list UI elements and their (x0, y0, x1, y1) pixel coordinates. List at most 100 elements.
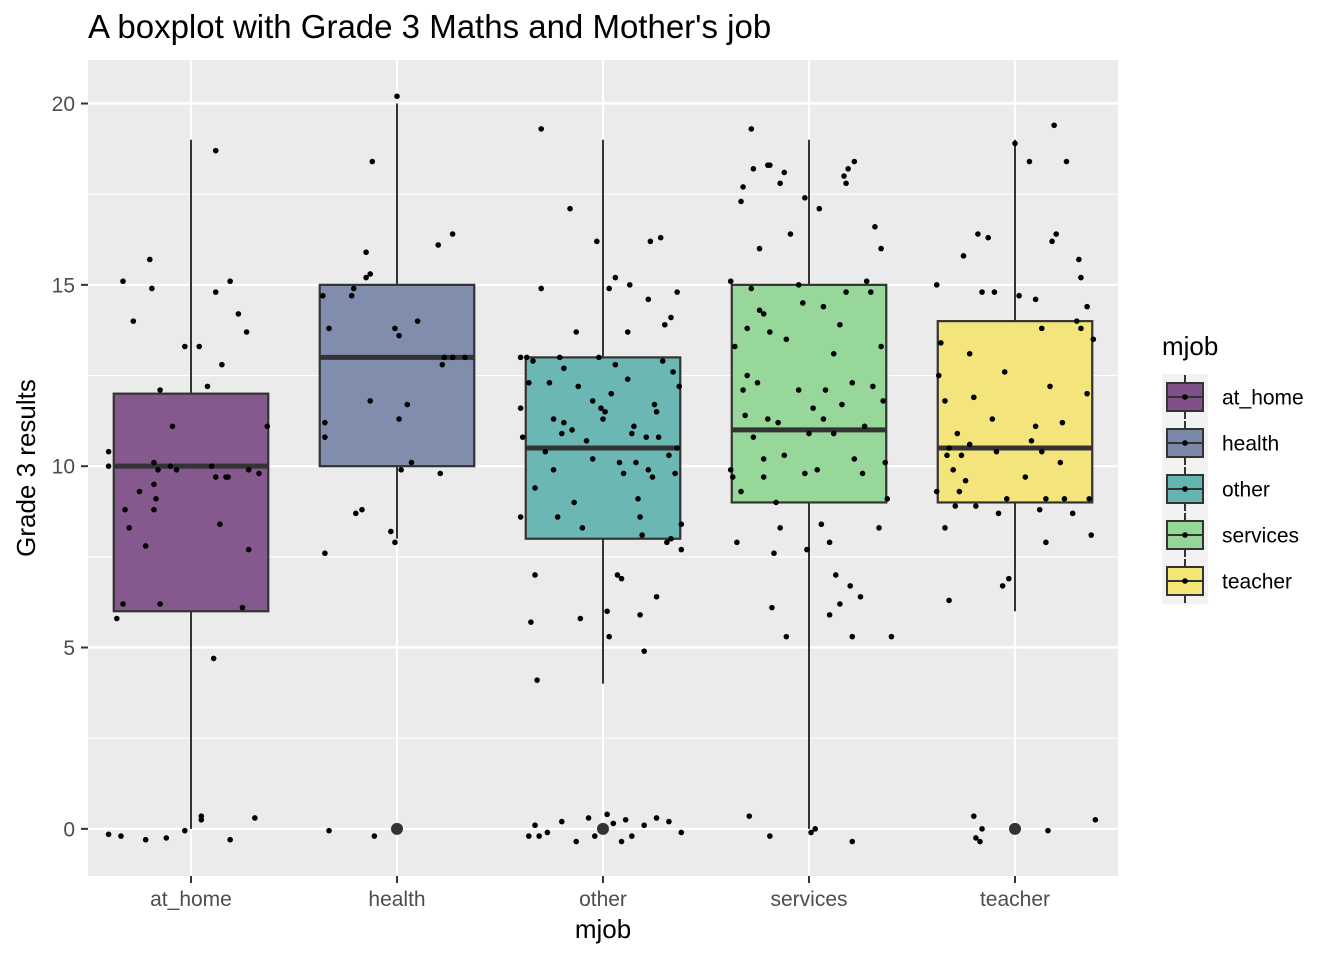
data-point (620, 470, 627, 477)
outlier-point (1009, 822, 1021, 835)
data-point (579, 525, 586, 531)
data-point (1053, 231, 1059, 237)
data-point (832, 572, 839, 578)
data-point (820, 416, 827, 422)
data-point (954, 430, 961, 437)
data-point (884, 496, 891, 502)
box-body (112, 392, 270, 613)
data-point (952, 503, 959, 509)
data-point (868, 289, 874, 295)
data-point (765, 416, 771, 422)
data-point (1063, 158, 1070, 165)
data-point (606, 633, 612, 640)
data-point (1028, 438, 1035, 444)
data-point (151, 481, 157, 488)
data-point (363, 249, 369, 256)
data-point (173, 467, 180, 473)
data-point (212, 474, 219, 480)
data-point (556, 354, 563, 361)
data-point (1045, 827, 1051, 834)
data-point (1016, 292, 1022, 299)
y-tick-label: 20 (52, 93, 75, 116)
data-point (629, 430, 635, 437)
data-point (614, 572, 621, 578)
data-point (523, 354, 530, 361)
data-point (662, 321, 668, 328)
data-point (668, 535, 674, 542)
data-point (851, 456, 858, 462)
data-point (674, 289, 680, 295)
points-at_home (105, 147, 271, 843)
data-point (985, 234, 992, 241)
data-point (517, 405, 524, 411)
data-point (208, 463, 215, 469)
chart-title: A boxplot with Grade 3 Maths and Mother'… (88, 8, 771, 45)
data-point (977, 838, 983, 845)
data-point (567, 205, 573, 212)
data-point (439, 361, 446, 368)
data-point (388, 528, 394, 535)
data-point (163, 835, 170, 841)
data-point (182, 827, 188, 834)
data-point (740, 184, 746, 190)
data-point (1069, 510, 1076, 517)
data-point (666, 452, 672, 459)
data-point (225, 474, 231, 480)
data-point (1074, 318, 1080, 324)
data-point (633, 459, 639, 466)
data-point (878, 343, 884, 350)
data-point (363, 274, 369, 281)
legend-title: mjob (1162, 331, 1218, 361)
data-point (729, 474, 736, 480)
data-point (973, 503, 979, 509)
data-point (1032, 423, 1039, 430)
data-point (973, 835, 979, 841)
data-point (612, 274, 619, 281)
data-point (1088, 532, 1095, 538)
data-point (157, 601, 163, 607)
data-point (837, 601, 843, 607)
data-point (157, 387, 163, 393)
y-axis: 0 5 10 15 20 (52, 93, 88, 841)
data-point (167, 463, 174, 469)
data-point (353, 510, 359, 517)
data-point (637, 612, 643, 618)
data-point (830, 430, 837, 437)
data-point (946, 597, 952, 604)
data-point (367, 271, 374, 277)
data-point (668, 314, 674, 321)
data-point (217, 521, 223, 528)
data-point (1026, 158, 1033, 165)
data-point (550, 467, 557, 473)
data-point (235, 311, 242, 317)
data-point (517, 354, 524, 361)
data-point (775, 419, 781, 426)
data-point (612, 361, 619, 368)
points-teacher (933, 122, 1099, 845)
data-point (606, 285, 612, 292)
data-point (105, 448, 112, 455)
data-point (769, 604, 775, 611)
data-point (655, 434, 662, 440)
data-point (635, 496, 641, 502)
data-point (1092, 816, 1099, 823)
data-point (589, 398, 596, 404)
data-point (839, 401, 845, 408)
data-point (462, 354, 468, 361)
data-point (544, 829, 551, 836)
data-point (239, 604, 246, 611)
points-other (517, 126, 685, 845)
data-point (767, 329, 773, 335)
data-point (1003, 496, 1010, 502)
data-point (826, 612, 833, 618)
data-point (212, 147, 219, 154)
y-axis-title: Grade 3 results (11, 379, 41, 557)
data-point (550, 416, 557, 422)
box-other (524, 139, 682, 835)
data-point (536, 833, 542, 839)
data-point (532, 485, 538, 491)
legend-key-point (1182, 394, 1188, 400)
data-point (960, 253, 967, 259)
data-point (653, 815, 660, 821)
